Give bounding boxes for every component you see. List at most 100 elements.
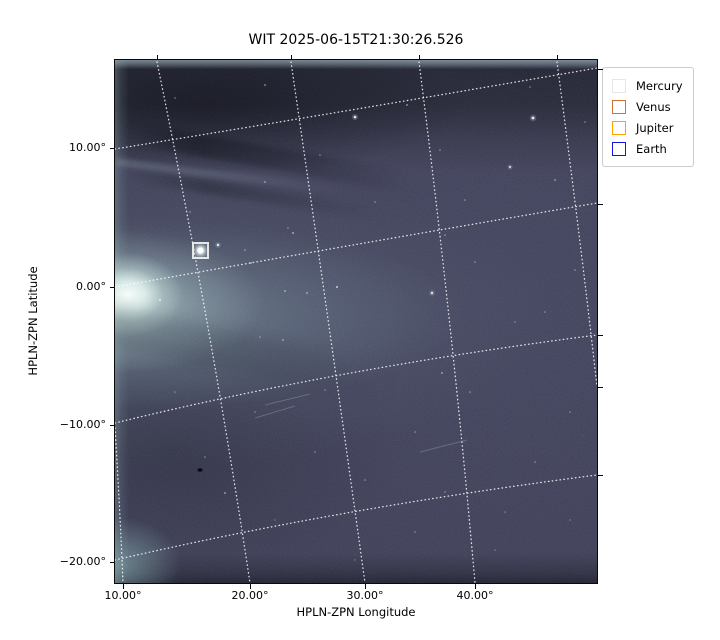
film-grain	[114, 59, 597, 583]
star	[440, 371, 443, 374]
faint-streak	[264, 393, 310, 405]
star	[373, 200, 376, 203]
dark-blemish	[196, 467, 203, 472]
star	[249, 261, 252, 264]
legend-item-earth: Earth	[612, 138, 683, 159]
mercury-marker-swatch-icon	[612, 78, 626, 93]
star	[438, 148, 441, 151]
y-tick-label: 10.00°	[69, 141, 106, 154]
star	[273, 518, 276, 521]
star	[405, 103, 408, 106]
star	[413, 530, 416, 533]
star	[173, 96, 176, 99]
star	[443, 490, 446, 493]
graticule-line	[114, 473, 597, 561]
x-tick-label: 30.00°	[346, 589, 384, 602]
star	[263, 180, 266, 183]
venus-marker-swatch-icon	[612, 99, 626, 114]
y-axis-tick	[109, 286, 114, 288]
star	[493, 548, 496, 551]
x-axis-tick-top	[156, 54, 158, 59]
star	[291, 231, 294, 234]
legend-item-mercury: Mercury	[612, 75, 683, 96]
x-axis-tick-top	[556, 54, 558, 59]
legend: Mercury Venus Jupiter Earth	[602, 67, 694, 167]
star	[528, 85, 531, 88]
y-axis-tick-right	[598, 203, 603, 205]
star	[468, 390, 471, 393]
y-axis-label: HPLN-ZPN Latitude	[26, 266, 40, 376]
graticule-line	[114, 333, 597, 424]
star	[533, 460, 536, 463]
y-axis-tick-right	[598, 334, 603, 336]
y-tick-label: 0.00°	[76, 280, 106, 293]
star	[323, 388, 326, 391]
y-axis-tick	[109, 424, 114, 426]
star	[305, 291, 308, 294]
star	[463, 198, 466, 201]
star	[158, 298, 161, 301]
graticule-line	[114, 66, 597, 150]
mercury-marker-square	[191, 241, 209, 259]
x-axis-tick	[122, 584, 124, 589]
star	[313, 450, 316, 453]
star	[430, 291, 433, 294]
x-tick-label: 40.00°	[456, 589, 494, 602]
mercury-dot	[197, 247, 203, 253]
legend-label: Venus	[636, 99, 671, 114]
star	[253, 410, 256, 413]
graticule-line	[114, 201, 597, 288]
y-axis-tick	[109, 561, 114, 563]
y-axis-tick-right	[598, 474, 603, 476]
star	[413, 430, 416, 433]
legend-item-jupiter: Jupiter	[612, 117, 683, 138]
star	[531, 116, 534, 119]
star	[216, 243, 219, 246]
star	[223, 491, 226, 494]
star	[173, 390, 176, 393]
star	[583, 120, 586, 123]
y-tick-label: −20.00°	[59, 555, 106, 568]
star	[243, 248, 246, 251]
star	[363, 478, 366, 481]
star	[508, 165, 511, 168]
star	[286, 226, 289, 229]
legend-item-venus: Venus	[612, 96, 683, 117]
legend-label: Mercury	[636, 78, 683, 93]
x-axis-label: HPLN-ZPN Longitude	[296, 605, 416, 619]
star	[281, 338, 284, 341]
graticule-line	[155, 60, 251, 583]
star	[335, 285, 338, 288]
graticule-line	[417, 60, 476, 583]
legend-label: Earth	[636, 141, 667, 156]
y-axis-tick	[109, 147, 114, 149]
x-axis-tick-top	[290, 54, 292, 59]
star	[258, 335, 261, 338]
star	[443, 233, 446, 236]
star	[188, 210, 191, 213]
faint-streak	[419, 439, 467, 452]
graticule-and-stars-overlay	[114, 59, 597, 583]
star	[473, 260, 476, 263]
star	[203, 455, 206, 458]
sky-image	[113, 58, 598, 584]
x-axis-tick	[474, 584, 476, 589]
earth-marker-swatch-icon	[612, 141, 626, 156]
legend-label: Jupiter	[636, 120, 674, 135]
y-axis-tick-right	[598, 68, 603, 70]
graticule-line	[289, 60, 366, 583]
star	[568, 410, 571, 413]
star	[513, 320, 516, 323]
x-tick-label: 10.00°	[104, 589, 142, 602]
star	[503, 510, 506, 513]
graticule-line	[555, 60, 597, 388]
x-axis-tick	[364, 584, 366, 589]
x-tick-label: 20.00°	[231, 589, 269, 602]
y-tick-label: −10.00°	[59, 418, 106, 431]
x-axis-tick-top	[418, 54, 420, 59]
jupiter-marker-swatch-icon	[612, 120, 626, 135]
star	[543, 310, 546, 313]
star	[318, 153, 321, 156]
star	[353, 115, 356, 118]
